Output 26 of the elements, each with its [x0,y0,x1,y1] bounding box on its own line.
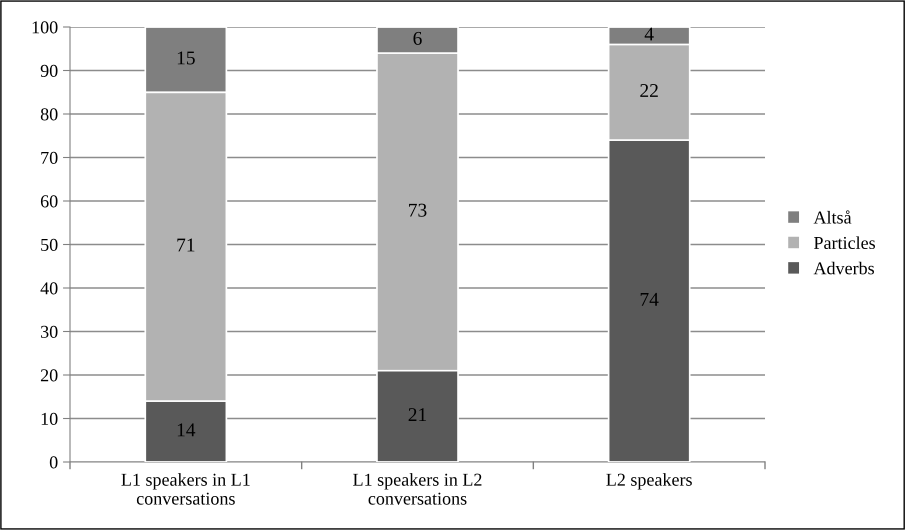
data-label: 71 [177,238,194,252]
data-label: 21 [408,408,426,421]
y-tick-label: 80 [40,108,58,120]
data-label: 15 [178,51,195,64]
y-tick-label: 90 [40,64,58,77]
data-label: 14 [178,423,196,436]
data-label: 22 [640,84,658,97]
y-tick-label: 30 [41,326,58,338]
y-tick-label: 50 [41,238,58,251]
x-tick-label: L1 speakers in L1 conversations [121,473,250,505]
y-tick-label: 60 [40,195,58,208]
x-tick-label: L1 speakers in L2 conversations [353,473,482,505]
y-tick-label: 70 [41,152,58,164]
y-tick-label: 10 [42,412,58,425]
legend-label: Adverbs [814,262,874,274]
legend-label: Altså [814,210,852,224]
data-label: 6 [413,32,422,45]
legend-label: Particles [814,236,875,250]
y-tick-label: 40 [40,282,58,294]
data-label: 74 [640,292,659,306]
y-tick-label: 100 [32,21,58,34]
data-label: 73 [409,204,426,217]
x-tick-label: L2 speakers [606,473,692,490]
y-tick-label: 20 [40,369,58,382]
data-label: 4 [644,28,654,40]
y-tick-label: 0 [50,456,58,468]
